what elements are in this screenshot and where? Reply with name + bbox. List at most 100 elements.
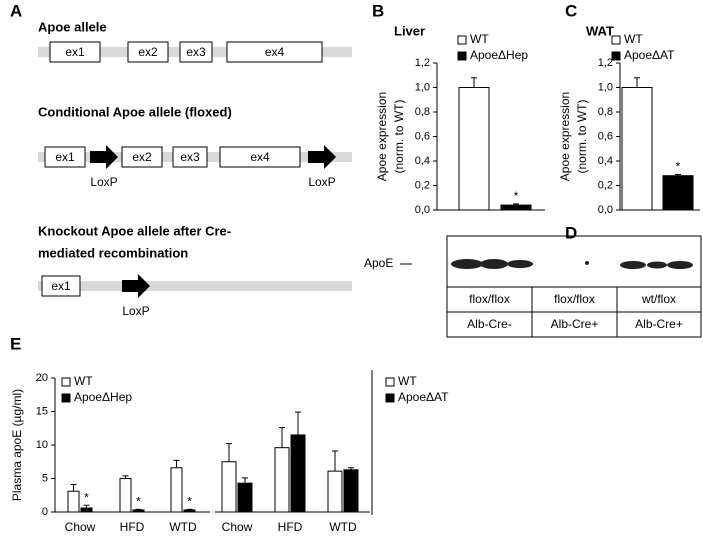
table-cell: Alb-Cre+	[635, 317, 683, 331]
exon-label: ex4	[250, 150, 270, 164]
gene-bar	[38, 281, 352, 291]
exon	[219, 146, 301, 168]
exon-label: ex2	[132, 150, 152, 164]
bar	[327, 470, 343, 513]
x-tick-label: WTD	[169, 520, 197, 534]
blot-bands	[451, 259, 693, 269]
allele-title: Apoe allele	[38, 19, 107, 34]
table-cell: Alb-Cre-	[467, 317, 512, 331]
bar	[119, 478, 132, 513]
y-tick-label: 0,8	[598, 106, 613, 118]
legend-swatch	[385, 393, 395, 403]
y-tick-label: 1,2	[415, 57, 430, 69]
loxp-arrow	[122, 274, 150, 298]
error-bar	[348, 467, 354, 470]
y-tick-label: 20	[36, 372, 48, 384]
error-bar	[135, 508, 142, 510]
y-tick-label: 5	[42, 472, 48, 484]
exon-label: ex2	[138, 45, 158, 59]
table-cell: flox/flox	[469, 292, 510, 306]
exon-label: ex1	[55, 150, 75, 164]
legend-label: ApoeΔAT	[624, 48, 675, 62]
bar	[458, 87, 490, 211]
y-tick-label: 0,0	[598, 204, 613, 216]
exon	[179, 41, 213, 63]
bar	[221, 461, 237, 513]
error-bar	[634, 77, 640, 88]
error-bar	[513, 203, 519, 206]
bar	[274, 447, 290, 513]
exon-label: ex4	[265, 45, 285, 59]
y-tick-label: 0,8	[415, 106, 430, 118]
y-tick-label: 0,2	[415, 179, 430, 191]
exon-label: ex1	[65, 45, 85, 59]
loxp-arrow	[308, 145, 336, 169]
table-row	[446, 311, 702, 338]
exon	[226, 41, 323, 63]
y-tick-label: 0,4	[415, 155, 430, 167]
error-bar	[471, 77, 477, 88]
allele-title: Conditional Apoe allele (floxed)	[38, 104, 232, 119]
y-axis-label: (norm. to WT)	[575, 99, 589, 173]
y-tick-label: 0	[42, 506, 48, 518]
bar	[132, 509, 145, 513]
error-bar	[83, 504, 90, 508]
allele-title: Knockout Apoe allele after Cre-	[38, 223, 231, 238]
y-axis-label: Plasma apoE (µg/ml)	[10, 389, 24, 501]
error-bar	[70, 484, 77, 492]
bar	[662, 175, 694, 211]
y-axis-label: (norm. to WT)	[392, 99, 406, 173]
legend-swatch	[61, 377, 71, 387]
error-bar	[186, 508, 193, 510]
y-tick-label: 1,0	[415, 81, 430, 93]
bar	[237, 482, 253, 513]
bar	[67, 490, 80, 513]
bar	[343, 469, 359, 513]
legend-swatch	[385, 377, 395, 387]
panel-label: D	[565, 223, 577, 242]
exon	[49, 41, 101, 63]
bar	[500, 204, 532, 211]
loxp-label: LoxP	[308, 175, 335, 189]
exon	[172, 146, 208, 168]
y-tick-label: 10	[36, 439, 48, 451]
bar	[170, 467, 183, 513]
legend-label: WT	[74, 374, 93, 388]
y-tick-label: 0,6	[598, 130, 613, 142]
exon	[44, 146, 86, 168]
y-axis-label: Apoe expression	[375, 92, 389, 181]
significance-mark: *	[676, 160, 681, 174]
significance-mark: *	[514, 189, 519, 203]
x-tick-label: HFD	[120, 520, 145, 534]
exon	[127, 41, 169, 63]
legend-label: WT	[624, 32, 643, 46]
panel-label: C	[565, 1, 577, 20]
exon	[41, 275, 81, 297]
bar	[290, 434, 306, 513]
error-bar	[332, 450, 338, 472]
exon-label: ex3	[186, 45, 206, 59]
panel-label: A	[10, 1, 22, 20]
significance-mark: *	[84, 490, 89, 504]
legend-label: ApoeΔHep	[470, 48, 528, 62]
chart-title: WAT	[586, 23, 614, 38]
legend-swatch	[61, 393, 71, 403]
x-tick-label: Chow	[222, 520, 253, 534]
x-tick-label: HFD	[278, 520, 303, 534]
band-label: ApoE	[364, 256, 393, 270]
legend-label: WT	[470, 32, 489, 46]
legend-swatch	[457, 51, 467, 61]
error-bar	[279, 427, 285, 448]
significance-mark: *	[136, 494, 141, 508]
error-bar	[226, 443, 232, 462]
legend-label: ApoeΔHep	[74, 390, 132, 404]
error-bar	[675, 173, 681, 176]
table-cell: wt/flox	[641, 292, 676, 306]
significance-mark: *	[187, 494, 192, 508]
y-tick-label: 1,0	[598, 81, 613, 93]
table-cell: Alb-Cre+	[551, 317, 599, 331]
chart-title: Liver	[394, 23, 425, 38]
allele-title: mediated recombination	[38, 245, 188, 260]
y-tick-label: 0,4	[598, 155, 613, 167]
